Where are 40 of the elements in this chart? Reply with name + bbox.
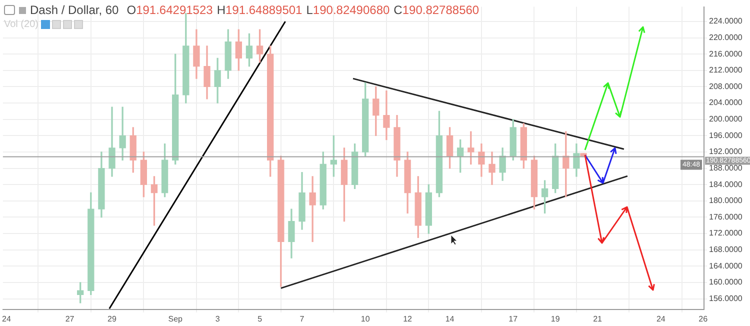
chart-title: Dash / Dollar, 60 bbox=[30, 3, 119, 17]
y-tick-label: 224.0000 bbox=[709, 16, 743, 26]
x-tick-label: 14 bbox=[445, 314, 455, 324]
y-tick-label: 204.0000 bbox=[709, 98, 743, 108]
y-tick-label: 208.0000 bbox=[709, 82, 743, 91]
x-tick-label: 12 bbox=[403, 314, 413, 324]
y-tick-label: 168.0000 bbox=[709, 245, 743, 254]
y-tick-label: 192.0000 bbox=[709, 147, 743, 156]
y-tick-label: 156.0000 bbox=[709, 294, 743, 303]
y-tick-label: 184.0000 bbox=[709, 180, 743, 189]
candlestick bbox=[119, 106, 126, 160]
x-tick-label: 26 bbox=[698, 314, 708, 324]
x-tick-label: 21 bbox=[593, 314, 603, 324]
x-tick-label: Sep bbox=[168, 314, 184, 324]
y-tick-label: 176.0000 bbox=[709, 212, 743, 222]
y-tick-label: 180.0000 bbox=[709, 196, 743, 206]
y-tick-label: 216.0000 bbox=[709, 49, 743, 58]
x-tick-label: 10 bbox=[360, 314, 370, 324]
y-tick-label: 200.0000 bbox=[709, 114, 743, 124]
x-tick-label: 27 bbox=[65, 314, 75, 324]
y-tick-label: 212.0000 bbox=[709, 66, 743, 75]
y-tick-label: 220.0000 bbox=[709, 32, 743, 42]
annotation: L190.82490680 bbox=[306, 3, 390, 17]
x-tick-label: 7 bbox=[300, 314, 305, 324]
x-tick-label: 24 bbox=[656, 314, 666, 324]
annotation: O191.64291523 bbox=[126, 3, 213, 17]
x-tick-label: 29 bbox=[108, 314, 117, 324]
x-tick-label: 5 bbox=[258, 314, 263, 324]
annotation: C190.82788560 bbox=[394, 3, 480, 17]
x-tick-label: 17 bbox=[508, 314, 518, 324]
candlestick bbox=[309, 176, 316, 242]
annotation: H191.64889501 bbox=[216, 3, 302, 17]
x-tick-label: 24 bbox=[2, 314, 12, 324]
y-tick-label: 172.0000 bbox=[709, 228, 743, 238]
y-tick-label: 196.0000 bbox=[709, 130, 743, 140]
y-tick-label: 160.0000 bbox=[709, 278, 743, 287]
y-tick-label: 164.0000 bbox=[709, 261, 743, 270]
x-tick-label: 19 bbox=[550, 314, 560, 324]
y-tick-label: 188.0000 bbox=[709, 164, 743, 172]
x-tick-label: 3 bbox=[215, 314, 220, 324]
